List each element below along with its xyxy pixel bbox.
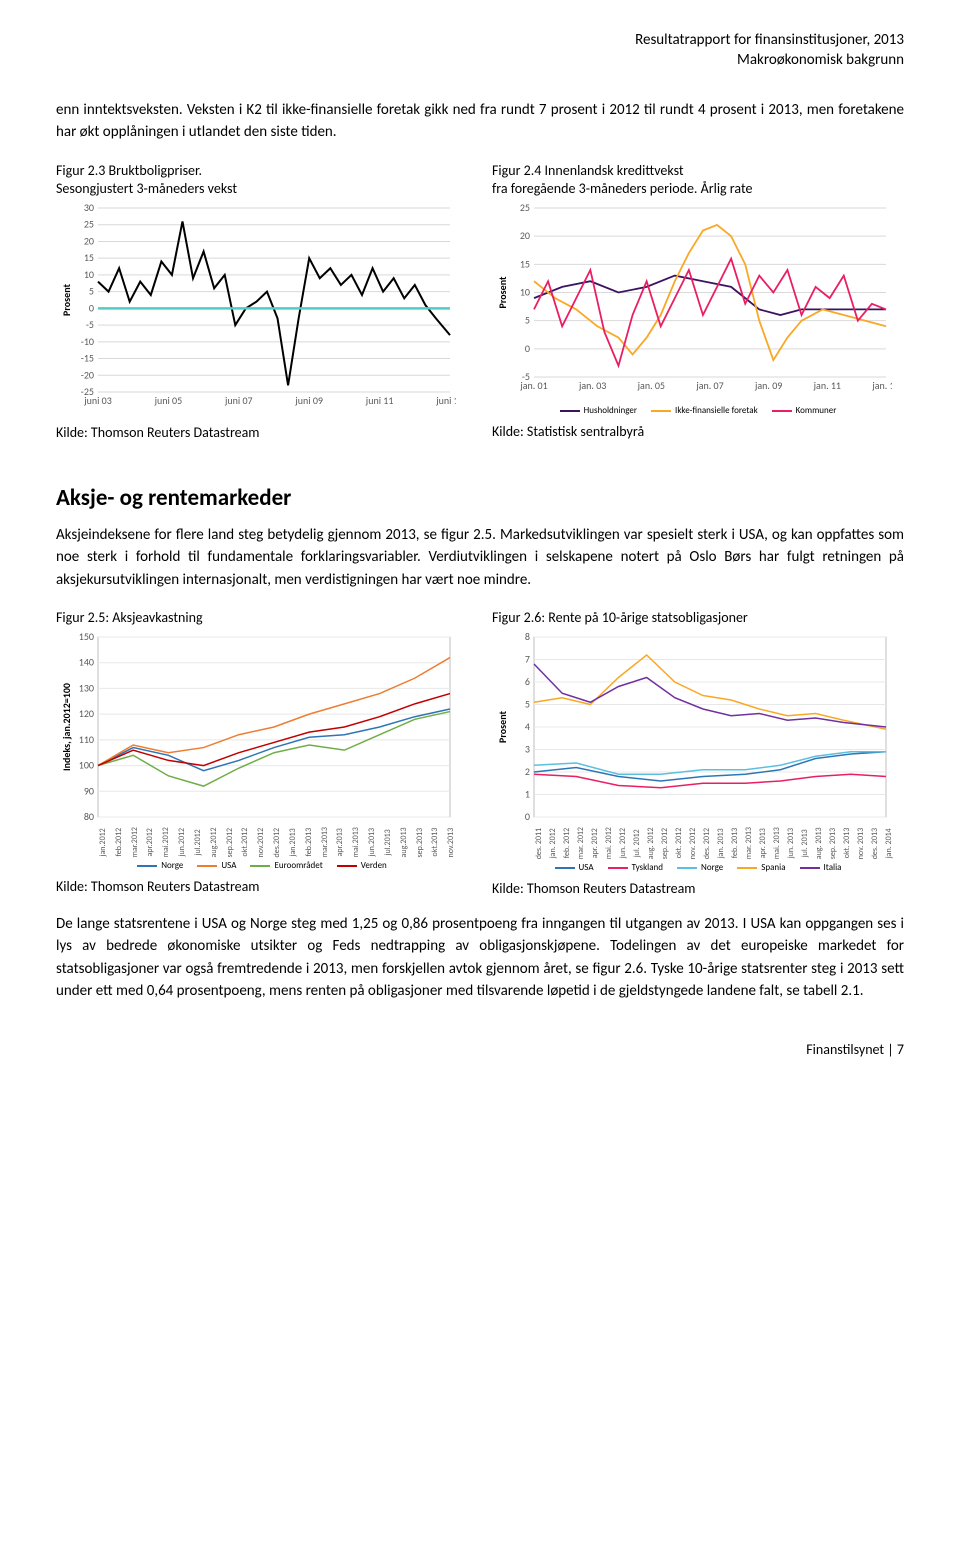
- svg-text:-15: -15: [81, 351, 94, 364]
- figure-row-1: Figur 2.3 Bruktboligpriser.Sesongjustert…: [56, 162, 904, 453]
- report-title: Resultatrapport for finansinstitusjoner,…: [56, 30, 904, 50]
- svg-text:jan. 05: jan. 05: [637, 379, 665, 392]
- svg-text:4: 4: [525, 720, 530, 733]
- fig24-caption: Kilde: Statistisk sentralbyrå: [492, 423, 904, 442]
- figure-row-2: Figur 2.5: Aksjeavkastning 8090100110120…: [56, 609, 904, 908]
- svg-text:jan. 11: jan. 11: [813, 379, 841, 392]
- fig26-caption: Kilde: Thomson Reuters Datastream: [492, 880, 904, 899]
- svg-text:Indeks, jan.2012=100: Indeks, jan.2012=100: [60, 683, 73, 771]
- fig26-chart: 012345678Prosentdes. 2011jan. 2012feb. 2…: [492, 631, 904, 873]
- svg-text:130: 130: [79, 682, 94, 695]
- svg-text:5: 5: [525, 314, 530, 327]
- svg-text:0: 0: [525, 810, 530, 821]
- svg-text:1: 1: [525, 788, 530, 801]
- figure-2-5: Figur 2.5: Aksjeavkastning 80 90 100 110 120…: [56, 609, 468, 908]
- fig25-chart: 80 90 100 110 120 130 140 150 Indeks, jan.2012=1…: [56, 631, 468, 871]
- svg-text:Prosent: Prosent: [496, 276, 509, 308]
- svg-text:7: 7: [525, 653, 530, 666]
- svg-text:Prosent: Prosent: [60, 283, 73, 315]
- svg-text:3: 3: [525, 743, 530, 756]
- svg-text:Prosent: Prosent: [496, 711, 509, 743]
- svg-text:100: 100: [79, 759, 94, 772]
- svg-text:-5: -5: [86, 318, 94, 331]
- svg-text:jan. 09: jan. 09: [754, 379, 782, 392]
- svg-text:30: 30: [84, 202, 94, 214]
- svg-text:2: 2: [525, 765, 530, 778]
- figure-2-4: Figur 2.4 Innenlandsk kredittvekstfra fo…: [492, 162, 904, 453]
- svg-text:25: 25: [520, 202, 530, 214]
- svg-text:juni 05: juni 05: [154, 394, 183, 407]
- section-paragraph: Aksjeindeksene for flere land steg betyd…: [56, 524, 904, 592]
- svg-text:-20: -20: [81, 368, 94, 381]
- svg-text:jan. 07: jan. 07: [695, 379, 723, 392]
- svg-text:120: 120: [79, 708, 94, 721]
- svg-text:0: 0: [525, 342, 530, 355]
- fig23-caption: Kilde: Thomson Reuters Datastream: [56, 424, 468, 443]
- fig25-title: Figur 2.5: Aksjeavkastning: [56, 609, 468, 627]
- figure-2-3: Figur 2.3 Bruktboligpriser.Sesongjustert…: [56, 162, 468, 453]
- fig23-chart: -25-20-15-10-5051015202530Prosentjuni 03…: [56, 202, 468, 418]
- page-header: Resultatrapport for finansinstitusjoner,…: [56, 30, 904, 71]
- svg-text:5: 5: [525, 698, 530, 711]
- svg-text:10: 10: [84, 268, 94, 281]
- fig23-title: Figur 2.3 Bruktboligpriser.Sesongjustert…: [56, 162, 468, 198]
- intro-paragraph: enn inntektsveksten. Veksten i K2 til ik…: [56, 99, 904, 144]
- svg-text:5: 5: [89, 285, 94, 298]
- svg-text:8: 8: [525, 631, 530, 643]
- svg-text:jan. 03: jan. 03: [578, 379, 606, 392]
- svg-text:25: 25: [84, 218, 94, 231]
- svg-text:juni 11: juni 11: [365, 394, 394, 407]
- svg-text:juni 09: juni 09: [294, 394, 323, 407]
- svg-text:150: 150: [79, 631, 94, 643]
- svg-text:90: 90: [84, 785, 94, 798]
- figure-2-6: Figur 2.6: Rente på 10-årige statsobliga…: [492, 609, 904, 908]
- svg-text:20: 20: [520, 229, 530, 242]
- svg-text:15: 15: [84, 251, 94, 264]
- svg-text:0: 0: [89, 301, 94, 314]
- fig25-caption: Kilde: Thomson Reuters Datastream: [56, 878, 468, 897]
- svg-text:6: 6: [525, 675, 530, 688]
- svg-text:10: 10: [520, 285, 530, 298]
- svg-text:jan. 13: jan. 13: [871, 379, 892, 392]
- section-heading: Aksje- og rentemarkeder: [56, 483, 904, 514]
- svg-text:80: 80: [84, 810, 94, 821]
- svg-text:140: 140: [79, 656, 94, 669]
- svg-text:juni 07: juni 07: [224, 394, 253, 407]
- svg-text:110: 110: [79, 733, 94, 746]
- report-subtitle: Makroøkonomisk bakgrunn: [56, 50, 904, 70]
- svg-text:20: 20: [84, 234, 94, 247]
- fig24-chart: -50510152025Prosentjan. 01jan. 03jan. 05…: [492, 202, 904, 417]
- svg-text:juni 13: juni 13: [435, 394, 456, 407]
- svg-text:jan. 01: jan. 01: [519, 379, 547, 392]
- svg-text:15: 15: [520, 257, 530, 270]
- fig26-title: Figur 2.6: Rente på 10-årige statsobliga…: [492, 609, 904, 627]
- fig24-title: Figur 2.4 Innenlandsk kredittvekstfra fo…: [492, 162, 904, 198]
- svg-text:juni 03: juni 03: [83, 394, 112, 407]
- closing-paragraph: De lange statsrentene i USA og Norge ste…: [56, 913, 904, 1003]
- svg-text:-10: -10: [81, 335, 94, 348]
- page-footer: Finanstilsynet | 7: [56, 1041, 904, 1060]
